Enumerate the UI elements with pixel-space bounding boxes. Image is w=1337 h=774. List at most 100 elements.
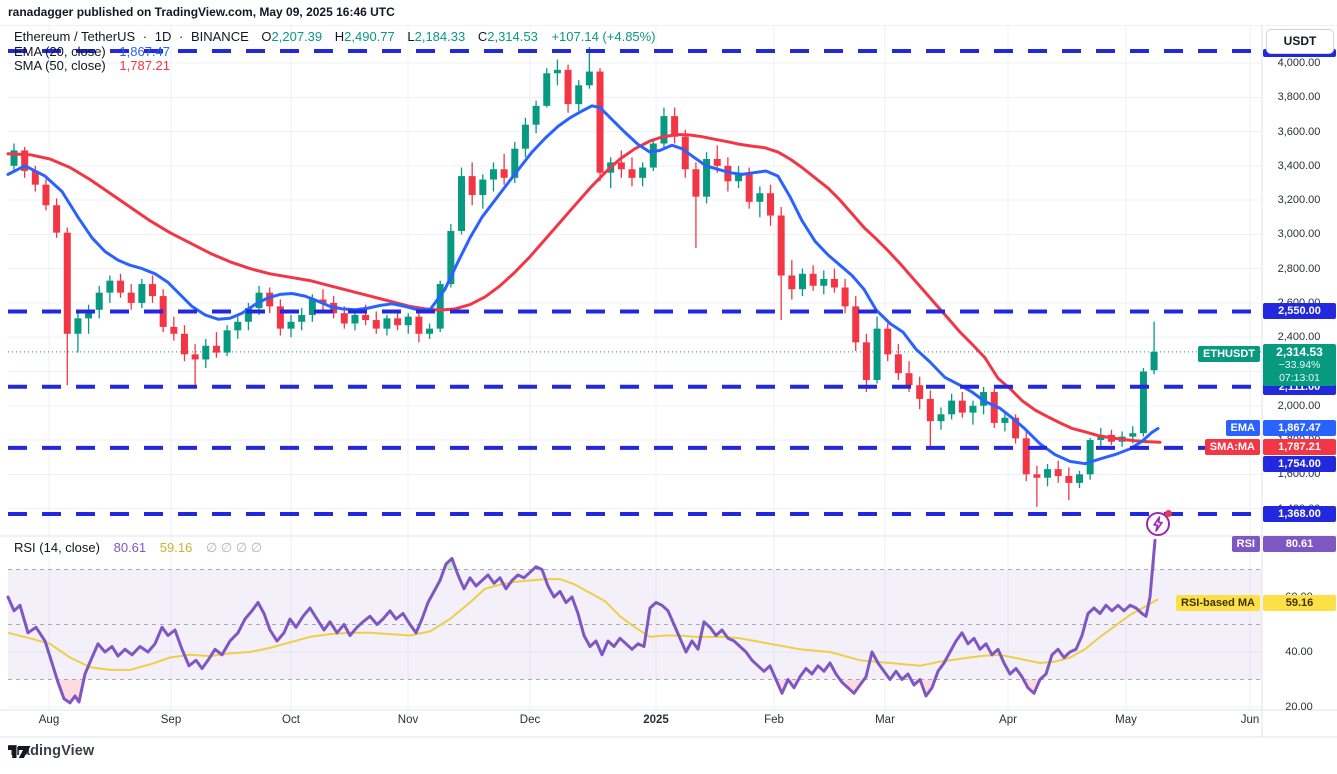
time-tick-label: Mar bbox=[875, 714, 895, 726]
candle-body bbox=[21, 150, 29, 171]
candle-body bbox=[308, 299, 316, 315]
rsi-name: RSI (14, close) bbox=[14, 540, 100, 555]
time-axis[interactable] bbox=[0, 710, 1262, 737]
candle-body bbox=[798, 273, 806, 290]
price-tick-label: 2,000.00 bbox=[1277, 399, 1321, 412]
candle-body bbox=[383, 318, 391, 329]
candle-body bbox=[852, 306, 860, 343]
price-percent-change: −33.94% bbox=[1278, 358, 1321, 371]
lightning-marker-icon[interactable] bbox=[1146, 512, 1170, 536]
time-tick-label: Nov bbox=[397, 714, 419, 726]
candle-body bbox=[159, 296, 167, 327]
tradingview-logo-icon bbox=[8, 746, 31, 758]
symbol-name[interactable]: Ethereum / TetherUS bbox=[14, 29, 136, 44]
candle-body bbox=[543, 73, 551, 106]
candle-body bbox=[564, 69, 572, 105]
rsi-ma-value-badge: 59.16 bbox=[1263, 595, 1336, 612]
high-letter: H bbox=[334, 29, 345, 44]
candle-body bbox=[617, 162, 625, 170]
candle-body bbox=[10, 150, 18, 166]
candle-body bbox=[809, 273, 817, 286]
candle-body bbox=[1129, 433, 1137, 437]
rsi-line bbox=[6, 538, 1157, 705]
candle-body bbox=[830, 278, 838, 288]
attribution-bar: ranadagger published on TradingView.com,… bbox=[0, 0, 1337, 25]
candle-body bbox=[873, 328, 881, 381]
candle-body bbox=[1044, 469, 1052, 478]
candle-body bbox=[458, 176, 466, 231]
candle-body bbox=[937, 414, 945, 422]
close-value: 2,314.53 bbox=[487, 29, 538, 44]
candle-body bbox=[138, 284, 146, 303]
candle-body bbox=[1001, 417, 1009, 423]
rsi-empty-values: ∅ ∅ ∅ ∅ bbox=[205, 540, 263, 555]
price-level-badge: 2,550.00 bbox=[1263, 303, 1336, 320]
candle-body bbox=[1076, 474, 1083, 483]
candle-body bbox=[756, 193, 764, 202]
exchange-label: BINANCE bbox=[190, 29, 249, 44]
candle-body bbox=[948, 400, 956, 415]
candle-body bbox=[212, 345, 220, 353]
candle-body bbox=[106, 280, 114, 293]
candle-body bbox=[1012, 417, 1020, 439]
ema-legend-row[interactable]: EMA (20, close) 1,867.47 bbox=[14, 44, 170, 59]
candle-body bbox=[436, 284, 444, 329]
rsi-ma-line bbox=[7, 578, 1159, 671]
price-tick-label: 2,400.00 bbox=[1277, 331, 1321, 344]
candle-body bbox=[553, 69, 561, 74]
notification-dot bbox=[1165, 510, 1172, 517]
time-tick-label: Aug bbox=[38, 714, 60, 726]
time-tick-label: Feb bbox=[764, 714, 784, 726]
candle-body bbox=[916, 385, 924, 399]
candle-body bbox=[415, 316, 423, 334]
candle-body bbox=[596, 71, 604, 173]
price-tick-label: 3,000.00 bbox=[1277, 228, 1321, 241]
symbol-legend-row[interactable]: Ethereum / TetherUS · 1D · BINANCE O2,20… bbox=[14, 29, 656, 44]
sma-value-badge: 1,787.21 bbox=[1263, 439, 1336, 455]
candle-body bbox=[745, 174, 753, 202]
rsi-legend-row[interactable]: RSI (14, close) 80.61 59.16 ∅ ∅ ∅ ∅ bbox=[14, 540, 262, 556]
candle-body bbox=[149, 284, 157, 297]
currency-toggle-button[interactable]: USDT bbox=[1266, 29, 1334, 54]
sma-legend-row[interactable]: SMA (50, close) 1,787.21 bbox=[14, 58, 170, 73]
time-tick-label: May bbox=[1115, 714, 1137, 726]
candle-body bbox=[1054, 469, 1062, 477]
legend-separator: · bbox=[179, 29, 184, 44]
candle-body bbox=[489, 169, 497, 180]
candle-body bbox=[42, 184, 50, 206]
low-value: 2,184.33 bbox=[414, 29, 466, 44]
candle-body bbox=[170, 326, 178, 334]
candle-body bbox=[575, 85, 583, 105]
candle-body bbox=[117, 280, 125, 293]
candle-body bbox=[63, 232, 71, 334]
interval-label[interactable]: 1D bbox=[154, 29, 172, 44]
rsi-value-badge: 80.61 bbox=[1263, 536, 1336, 553]
tradingview-logo[interactable]: TradingView bbox=[8, 743, 94, 759]
candle-body bbox=[926, 398, 934, 422]
sma-value: 1,787.21 bbox=[119, 58, 170, 73]
ema-value: 1,867.47 bbox=[119, 44, 170, 59]
price-level-badge: 1,368.00 bbox=[1263, 506, 1336, 523]
price-tick-label: 4,000.00 bbox=[1277, 57, 1321, 69]
price-tick-label: 3,800.00 bbox=[1277, 91, 1321, 104]
rsi-tick-label: 40.00 bbox=[1285, 646, 1313, 658]
price-tick-label: 3,600.00 bbox=[1277, 125, 1321, 138]
candle-body bbox=[1033, 474, 1041, 478]
candle-body bbox=[362, 314, 370, 321]
open-value: 2,207.39 bbox=[271, 29, 323, 44]
price-tick-label: 3,200.00 bbox=[1277, 194, 1321, 207]
candle-body bbox=[468, 176, 476, 195]
candle-body bbox=[351, 314, 359, 324]
time-tick-label: Sep bbox=[160, 714, 182, 726]
ema-name: EMA (20, close) bbox=[14, 44, 106, 59]
high-value: 2,490.77 bbox=[344, 29, 395, 44]
candle-body bbox=[862, 342, 870, 381]
candle-body bbox=[426, 328, 434, 334]
symbol-tag: ETHUSDT bbox=[1198, 345, 1260, 362]
candle-body bbox=[85, 309, 93, 319]
candle-body bbox=[276, 306, 284, 329]
bar-countdown: 07:13:01 bbox=[1279, 371, 1320, 384]
candle-body bbox=[681, 136, 689, 170]
candle-body bbox=[767, 193, 775, 216]
